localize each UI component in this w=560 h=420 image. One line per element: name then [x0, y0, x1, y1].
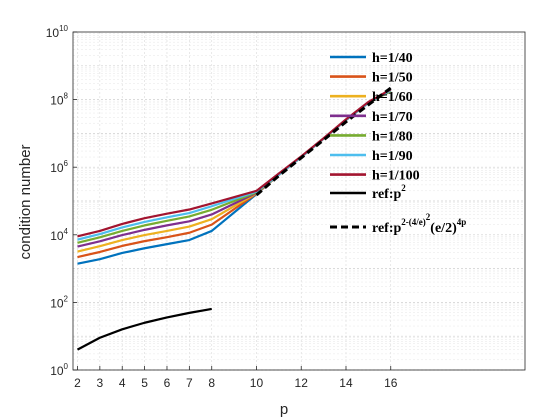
axis-ticks: 2 3 4 5 6 7 8 10 12 14 16 100 102 104 106 108 1010 [46, 24, 398, 390]
legend-label-7: h=1/100 [372, 169, 420, 184]
x-tick-label: 16 [384, 376, 398, 390]
legend-label-5: h=1/80 [372, 129, 413, 144]
y-tick-label: 104 [50, 227, 68, 243]
grid [73, 32, 525, 371]
x-tick-label: 7 [186, 376, 193, 390]
y-tick-label: 102 [50, 294, 68, 310]
legend-label-4: h=1/70 [372, 110, 413, 125]
series-line-8 [76, 307, 212, 351]
legend-label-2: h=1/50 [372, 71, 413, 86]
legend-label-8: ref:p2 [372, 183, 406, 202]
series-line-9 [255, 86, 392, 197]
x-tick-label: 6 [164, 376, 171, 390]
legend-label-3: h=1/60 [372, 90, 413, 105]
series-group [76, 86, 392, 351]
x-tick-label: 4 [119, 376, 126, 390]
series-line-7 [77, 88, 392, 238]
x-tick-label: 5 [141, 376, 148, 390]
y-tick-label: 1010 [46, 24, 69, 40]
legend-label-6: h=1/90 [372, 149, 413, 164]
y-tick-label: 106 [50, 159, 68, 175]
legend: h=1/40 h=1/50 h=1/60 h=1/70 h=1/80 h=1/90 h=1/… [330, 51, 466, 236]
y-tick-label: 100 [50, 362, 68, 378]
y-tick-label: 108 [50, 92, 68, 108]
y-axis-label: condition number [17, 144, 34, 259]
x-tick-label: 14 [339, 376, 353, 390]
plot-frame [72, 31, 526, 371]
x-tick-label: 2 [74, 376, 81, 390]
x-tick-label: 3 [97, 376, 104, 390]
x-axis-label: p [280, 401, 288, 418]
legend-label-9: ref:p2-(4/e)2(e/2)4p [372, 212, 466, 236]
x-tick-label: 10 [250, 376, 264, 390]
legend-label-1: h=1/40 [372, 51, 413, 66]
x-tick-label: 12 [295, 376, 309, 390]
x-tick-label: 8 [208, 376, 215, 390]
